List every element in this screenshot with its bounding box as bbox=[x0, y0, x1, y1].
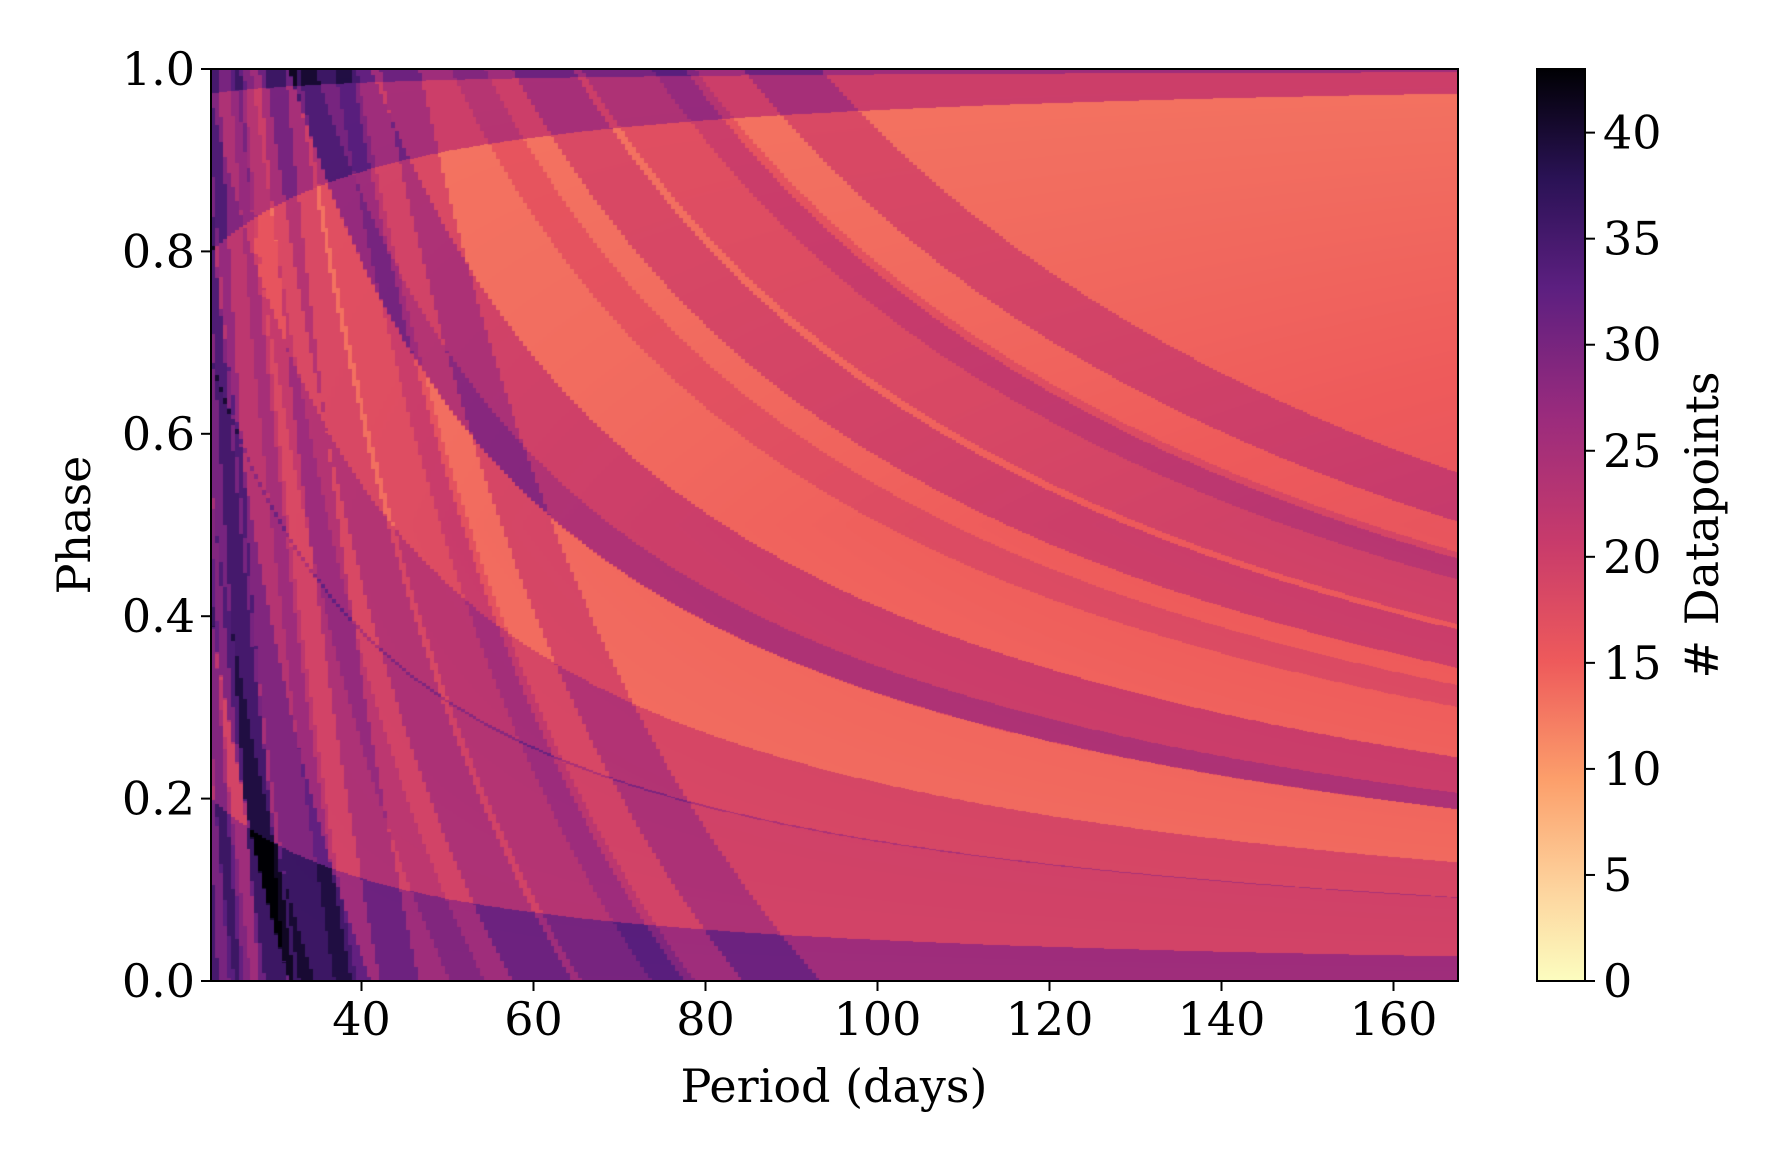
colorbar-tick-label: 20 bbox=[1603, 530, 1662, 584]
y-axis: 0.0 0.2 0.4 0.6 0.8 1.0 bbox=[122, 42, 211, 1008]
x-tick-label: 140 bbox=[1178, 992, 1266, 1046]
colorbar-title: # Datapoints bbox=[1675, 372, 1729, 679]
y-tick-label: 1.0 bbox=[122, 42, 195, 96]
y-tick-label: 0.0 bbox=[122, 954, 195, 1008]
colorbar-tick-label: 5 bbox=[1603, 848, 1632, 902]
y-tick-label: 0.8 bbox=[122, 224, 195, 278]
colorbar-tick-label: 15 bbox=[1603, 636, 1662, 690]
x-tick-label: 80 bbox=[676, 992, 735, 1046]
plot-frame bbox=[210, 68, 1459, 982]
x-tick-label: 60 bbox=[504, 992, 563, 1046]
y-tick-label: 0.6 bbox=[122, 407, 195, 461]
heatmap-canvas bbox=[211, 69, 1458, 981]
x-tick-label: 160 bbox=[1350, 992, 1438, 1046]
colorbar-tick-label: 25 bbox=[1603, 424, 1662, 478]
x-axis-title: Period (days) bbox=[681, 1059, 988, 1113]
colorbar-tick-label: 0 bbox=[1603, 954, 1632, 1008]
plot-area bbox=[210, 68, 1459, 982]
colorbar-scale bbox=[1536, 68, 1586, 982]
y-tick-label: 0.4 bbox=[122, 589, 195, 643]
colorbar-tick-label: 30 bbox=[1603, 318, 1662, 372]
colorbar-ticks: 0 5 10 15 20 25 30 35 40 bbox=[1585, 106, 1662, 1008]
colorbar-tick-label: 10 bbox=[1603, 742, 1662, 796]
y-axis-title: Phase bbox=[47, 456, 101, 595]
colorbar: 0 5 10 15 20 25 30 35 40 # Datapoints bbox=[1536, 68, 1729, 1008]
x-axis: 40 60 80 100 120 140 160 bbox=[332, 981, 1437, 1046]
x-tick-label: 40 bbox=[332, 992, 391, 1046]
colorbar-tick-label: 35 bbox=[1603, 212, 1662, 266]
colorbar-tick-label: 40 bbox=[1603, 106, 1662, 160]
x-tick-label: 100 bbox=[834, 992, 922, 1046]
y-tick-label: 0.2 bbox=[122, 772, 195, 826]
x-tick-label: 120 bbox=[1006, 992, 1094, 1046]
